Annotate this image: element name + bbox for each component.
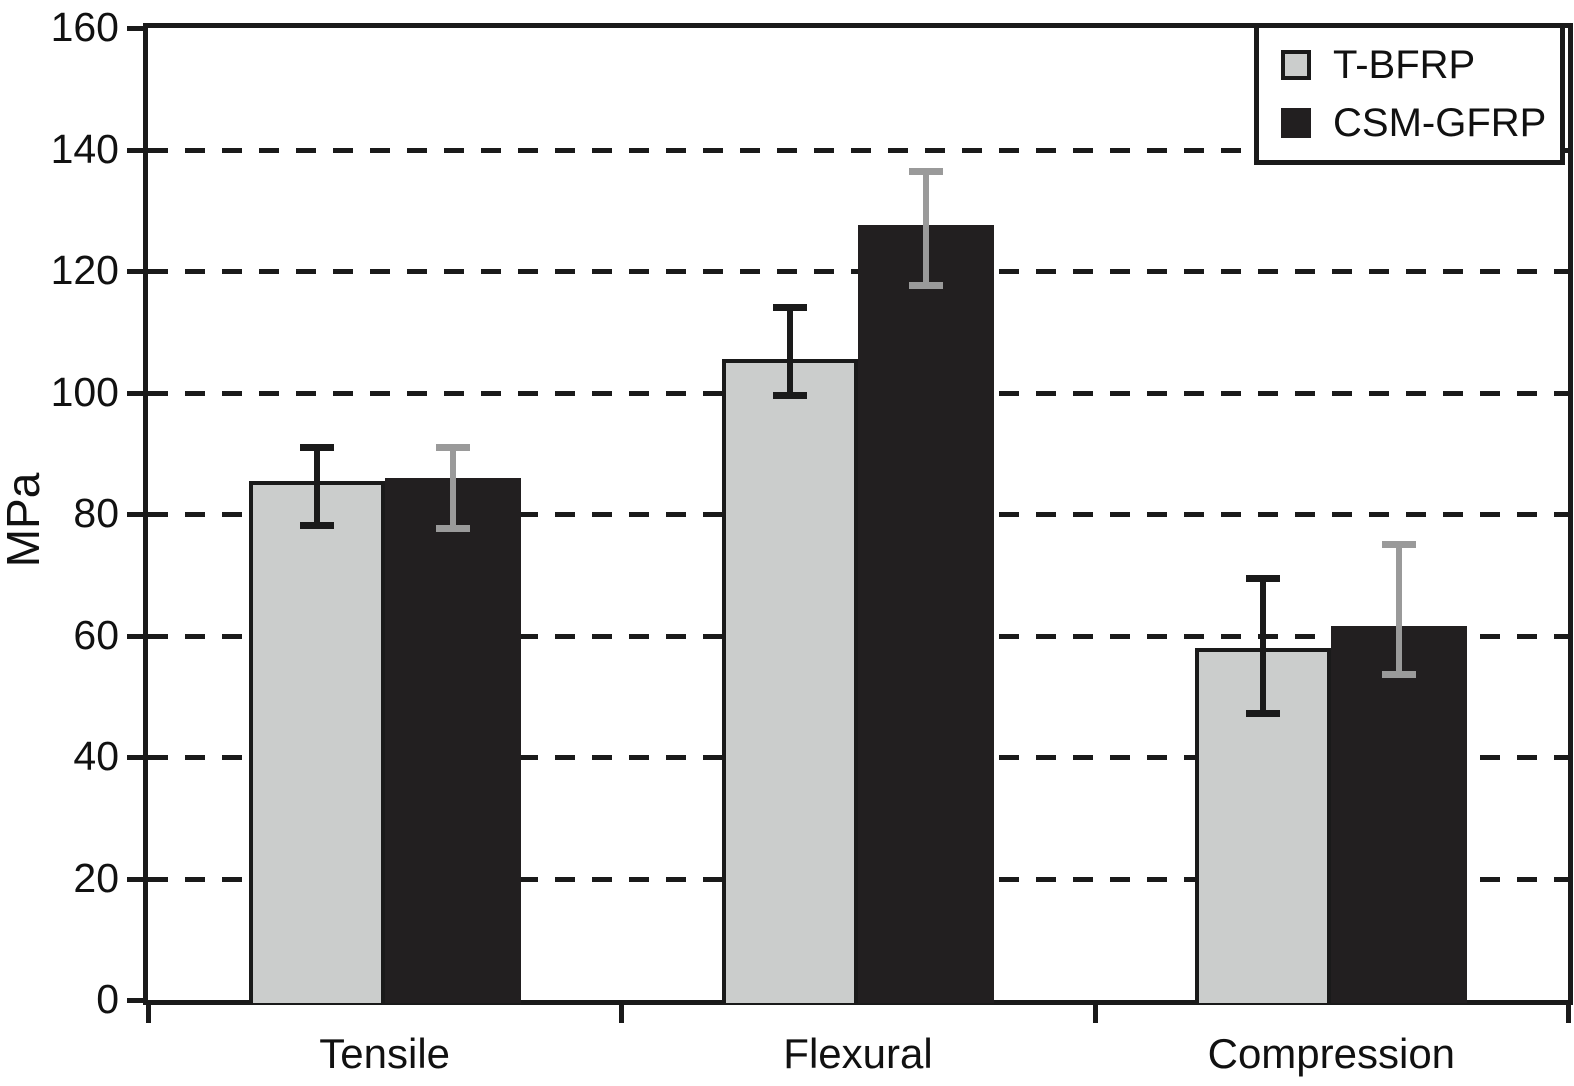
gridline-140	[148, 147, 1568, 153]
y-axis-tick-0	[127, 998, 143, 1003]
error-bar-cap-low-t-bfrp-compression	[1246, 710, 1281, 718]
y-axis-tick-140	[127, 147, 143, 153]
legend-swatch-csm-gfrp	[1281, 108, 1311, 138]
y-axis-tick-120	[127, 269, 143, 274]
bar-t-bfrp-flexural	[722, 359, 858, 1003]
y-axis-tick-label-0: 0	[96, 976, 119, 1022]
error-bar-cap-low-t-bfrp-tensile	[299, 522, 334, 530]
error-bar-line-csm-gfrp-flexural	[923, 170, 929, 287]
error-bar-cap-high-csm-gfrp-flexural	[909, 167, 943, 175]
y-axis-tick-label-120: 120	[50, 247, 119, 293]
error-bar-cap-low-csm-gfrp-compression	[1382, 670, 1417, 678]
error-bar-cap-high-t-bfrp-compression	[1246, 574, 1281, 582]
error-bar-cap-high-t-bfrp-flexural	[773, 304, 807, 312]
y-axis-tick-label-160: 160	[50, 4, 119, 50]
y-axis-tick-100	[127, 390, 143, 396]
bar-csm-gfrp-flexural	[858, 225, 994, 1003]
y-axis-tick-label-40: 40	[73, 733, 119, 779]
x-axis-category-label-compression: Compression	[1207, 1030, 1456, 1077]
x-axis-tick-0	[146, 1005, 151, 1023]
error-bar-cap-high-csm-gfrp-compression	[1382, 541, 1417, 549]
y-axis-tick-label-20: 20	[73, 854, 119, 901]
y-axis-tick-20	[127, 876, 143, 882]
legend-row-csm-gfrp: CSM-GFRP	[1281, 101, 1560, 146]
error-bar-line-csm-gfrp-tensile	[449, 447, 456, 530]
x-axis-tick-2	[1092, 1005, 1098, 1023]
x-axis-category-label-flexural: Flexural	[783, 1030, 933, 1077]
error-bar-line-t-bfrp-compression	[1260, 577, 1267, 715]
error-bar-cap-low-csm-gfrp-tensile	[435, 525, 470, 533]
error-bar-cap-high-t-bfrp-tensile	[299, 444, 334, 452]
error-bar-cap-low-csm-gfrp-flexural	[909, 282, 943, 290]
y-axis-tick-40	[127, 755, 143, 760]
y-axis-tick-label-60: 60	[73, 611, 119, 658]
y-axis-tick-label-100: 100	[50, 368, 119, 415]
legend-label-t-bfrp: T-BFRP	[1333, 42, 1476, 87]
x-axis-tick-1	[619, 1005, 625, 1023]
x-axis-tick-3	[1566, 1005, 1571, 1023]
error-bar-line-t-bfrp-tensile	[313, 447, 320, 527]
error-bar-cap-low-t-bfrp-flexural	[773, 391, 807, 399]
legend-label-csm-gfrp: CSM-GFRP	[1333, 100, 1547, 145]
y-axis-tick-label-80: 80	[73, 490, 119, 536]
legend: T-BFRP CSM-GFRP	[1254, 23, 1565, 165]
y-axis-tick-160	[127, 26, 143, 31]
bar-csm-gfrp-compression	[1331, 626, 1468, 1003]
y-axis-tick-label-140: 140	[50, 125, 119, 172]
legend-row-t-bfrp: T-BFRP	[1281, 43, 1560, 88]
bar-csm-gfrp-tensile	[384, 477, 521, 1003]
bar-t-bfrp-tensile	[248, 480, 385, 1003]
y-axis-tick-80	[127, 512, 143, 517]
y-axis-tick-60	[127, 633, 143, 639]
error-bar-cap-high-csm-gfrp-tensile	[435, 444, 470, 452]
legend-swatch-t-bfrp	[1281, 50, 1311, 80]
error-bar-line-t-bfrp-flexural	[787, 307, 793, 396]
error-bar-line-csm-gfrp-compression	[1396, 544, 1403, 675]
x-axis-category-label-tensile: Tensile	[319, 1030, 451, 1077]
